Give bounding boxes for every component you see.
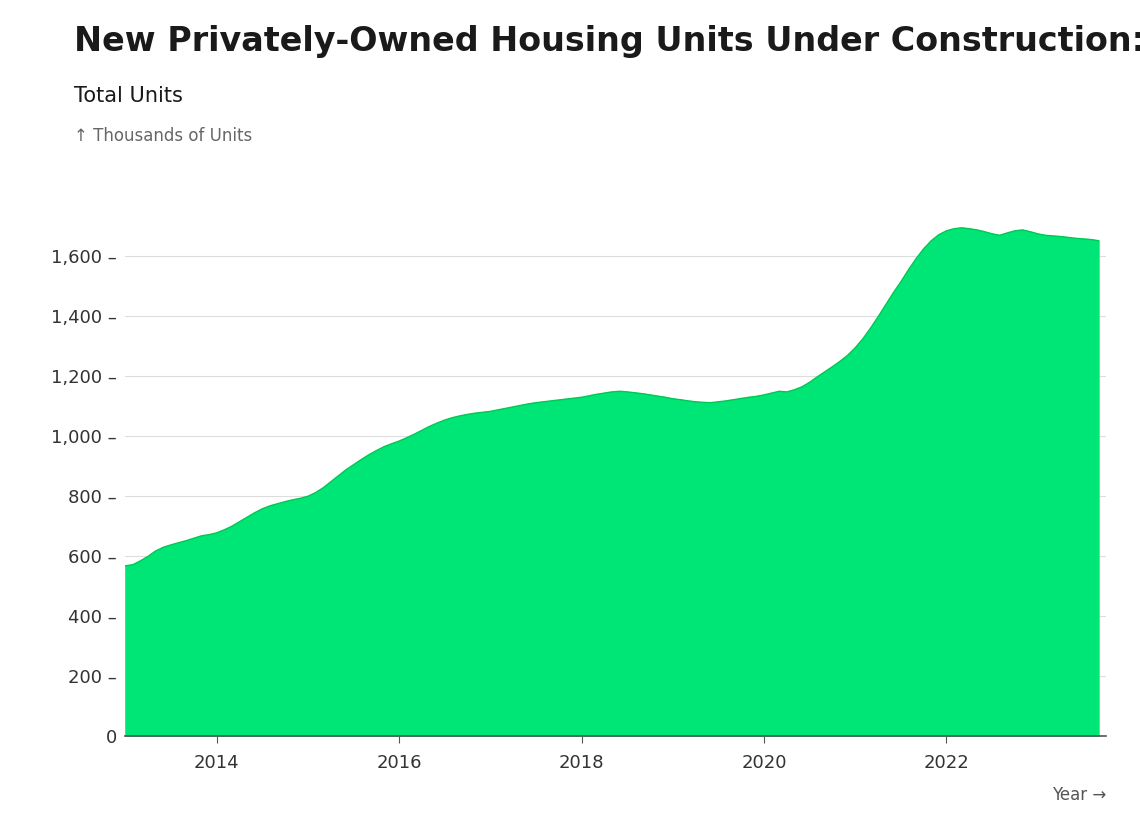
Text: ↑ Thousands of Units: ↑ Thousands of Units: [74, 127, 252, 145]
Text: Total Units: Total Units: [74, 86, 184, 106]
Text: New Privately-Owned Housing Units Under Construction:: New Privately-Owned Housing Units Under …: [74, 25, 1140, 57]
X-axis label: Year →: Year →: [1051, 786, 1106, 804]
